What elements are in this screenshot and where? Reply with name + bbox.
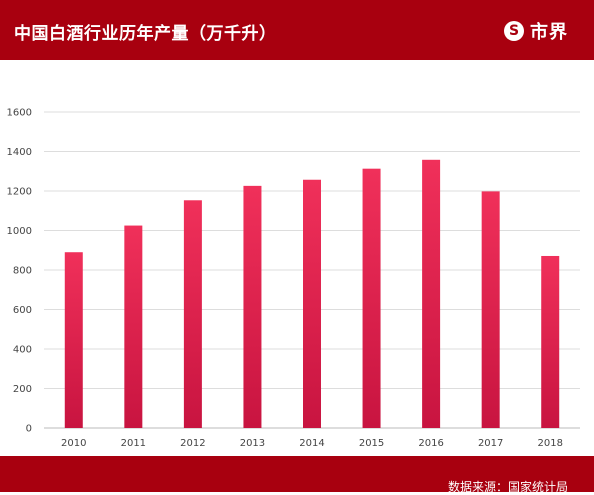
- y-tick-label: 1000: [7, 226, 32, 237]
- y-tick-label: 1200: [7, 187, 32, 198]
- bar-2015: [362, 168, 381, 428]
- header-bar: 中国白酒行业历年产量（万千升） S 市界: [0, 0, 594, 60]
- y-tick-label: 600: [13, 305, 32, 316]
- y-axis-ticks: 0 200 400 600 800 1000 1200 1400 1600: [7, 108, 32, 435]
- x-tick-label: 2014: [299, 438, 324, 449]
- brand-logo: S 市界: [504, 18, 568, 44]
- bar-2018: [541, 255, 560, 428]
- x-tick-label: 2017: [478, 438, 503, 449]
- logo-icon: S: [504, 21, 524, 41]
- y-tick-label: 0: [26, 424, 32, 435]
- bar-2010: [64, 252, 83, 428]
- y-tick-label: 400: [13, 345, 32, 356]
- chart-title: 中国白酒行业历年产量（万千升）: [14, 24, 277, 44]
- y-tick-label: 200: [13, 384, 32, 395]
- y-tick-label: 1600: [7, 108, 32, 119]
- x-tick-label: 2011: [121, 438, 146, 449]
- x-tick-label: 2010: [61, 438, 86, 449]
- x-axis-ticks: 2010 2011 2012 2013 2014 2015 2016 2017 2018: [61, 438, 563, 449]
- bar-2016: [422, 159, 441, 429]
- bar-2013: [243, 185, 262, 428]
- bar-2017: [481, 191, 500, 428]
- x-tick-label: 2013: [240, 438, 265, 449]
- footer-bar: 数据来源：国家统计局: [0, 456, 594, 494]
- y-tick-label: 800: [13, 266, 32, 277]
- data-source: 数据来源：国家统计局: [447, 480, 568, 494]
- bars: [64, 159, 560, 429]
- y-tick-label: 1400: [7, 147, 32, 158]
- x-tick-label: 2018: [537, 438, 562, 449]
- logo-text: 市界: [530, 22, 568, 43]
- bar-2011: [124, 225, 143, 428]
- x-tick-label: 2012: [180, 438, 205, 449]
- bar-2012: [183, 200, 202, 428]
- x-tick-label: 2015: [359, 438, 384, 449]
- x-tick-label: 2016: [418, 438, 443, 449]
- bar-2014: [303, 179, 321, 428]
